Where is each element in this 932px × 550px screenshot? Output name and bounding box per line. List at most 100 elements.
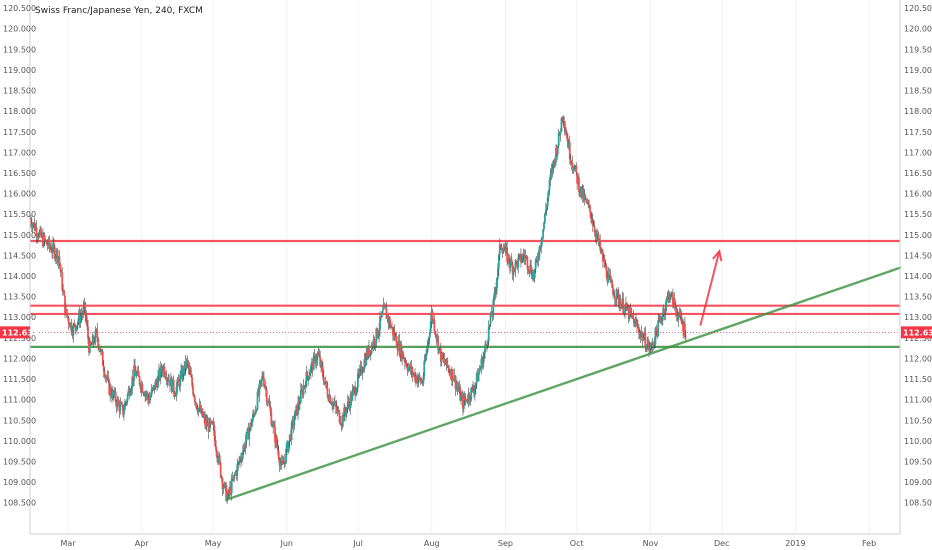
candle-body [39,228,42,232]
candle-body [219,462,222,477]
candle-body [475,373,478,384]
x-tick-label: Jun [279,539,293,548]
candle-body [594,232,597,238]
candle-body [74,323,77,328]
candle-body [589,205,591,213]
candle-body [290,422,293,441]
candle-body [306,371,309,377]
candle-body [119,404,122,412]
y-tick-label-right: 113.500 [904,293,932,302]
candle-body [662,309,665,315]
y-tick-label-left: 110.000 [3,437,36,446]
y-tick-label-right: 120.000 [904,25,932,34]
candle-body [580,186,583,198]
candle-body [614,295,616,300]
candle-body [563,121,566,129]
candle-body [607,274,610,283]
candle-body [333,402,336,404]
candle-body [508,263,511,267]
candle-body [462,396,465,409]
candle-body [182,367,185,374]
candle-body [447,366,450,369]
candle-body [351,390,354,401]
candle-body [174,395,177,397]
candle-body [140,384,143,390]
candle-body [534,259,537,270]
candle-body [487,326,490,342]
candle-body [399,343,402,355]
forecast-arrow[interactable] [699,251,721,326]
y-tick-label-right: 116.000 [904,190,932,199]
candle-body [224,482,227,485]
candle-body [58,256,61,264]
candle-body [187,362,190,369]
candle-body [610,279,613,281]
candle-body [103,371,106,377]
candle-body [663,309,666,314]
candle-body [647,341,649,345]
horizontal-levels[interactable] [30,239,900,349]
candle-body [257,391,260,395]
candle-body [546,197,549,207]
candle-body [376,328,379,338]
candle-body [33,222,36,231]
candle-body [158,369,161,379]
candle-body [329,395,332,404]
candle-body [255,409,258,411]
candle-body [156,382,159,388]
candle-body [109,387,112,395]
candle-body [48,238,51,247]
forecast-arrow-head[interactable] [712,249,723,262]
candle-body [552,160,555,172]
candle-body [463,396,466,401]
candle-body [62,290,65,292]
candle-body [523,256,526,259]
candle-body [77,313,80,322]
y-tick-label-left: 111.500 [3,375,36,384]
candle-body [107,376,110,381]
candle-body [35,227,38,236]
candle-body [661,314,664,321]
candle-body [432,319,435,321]
candle-body [429,321,432,334]
candle-body [471,386,474,388]
candle-body [473,390,475,394]
candle-body [558,131,561,135]
candle-body [612,287,614,295]
candle-body [276,445,279,451]
candle-body [684,323,686,338]
candle-body [544,210,547,214]
candle-body [623,312,626,314]
candle-body [259,380,262,384]
candle-body [531,274,533,279]
candle-body [390,327,392,328]
candle-body [428,333,431,338]
candle-body [499,244,502,247]
candle-body [179,375,182,387]
candle-body [61,272,64,291]
candle-body [90,344,93,346]
candle-body [405,362,408,368]
candle-body [582,189,585,201]
candle-body [669,297,672,300]
candle-body [350,394,353,401]
candle-body [354,387,357,396]
y-tick-label-left: 114.000 [3,272,36,281]
candle-body [203,416,205,418]
candle-body [422,376,425,384]
candle-body [491,314,494,317]
candle-body [403,358,405,360]
candle-body [313,355,316,357]
trendline[interactable] [226,266,902,501]
candle-body [310,365,312,374]
candle-body [282,463,285,465]
candle-body [234,472,237,475]
candle-body [189,369,192,375]
drawings[interactable] [30,249,902,501]
candle-body [426,348,428,354]
candle-body [670,292,672,298]
candle-body [222,487,225,490]
candle-body [407,367,410,371]
candle-body [332,403,334,407]
